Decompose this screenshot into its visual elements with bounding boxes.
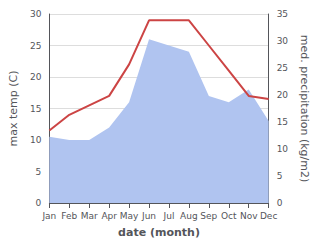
svg-text:25: 25 <box>30 41 41 51</box>
svg-text:20: 20 <box>277 90 289 100</box>
svg-text:Aug: Aug <box>180 211 198 221</box>
svg-text:5: 5 <box>36 167 42 177</box>
svg-text:30: 30 <box>30 9 42 19</box>
svg-text:Feb: Feb <box>61 211 77 221</box>
svg-text:Apr: Apr <box>101 211 117 221</box>
svg-text:Dec: Dec <box>260 211 277 221</box>
svg-text:30: 30 <box>277 36 289 46</box>
svg-text:med. precipitation (kg/m2): med. precipitation (kg/m2) <box>298 35 311 183</box>
svg-text:5: 5 <box>277 171 283 181</box>
svg-text:Jun: Jun <box>141 211 156 221</box>
svg-text:May: May <box>120 211 139 221</box>
svg-text:15: 15 <box>30 104 41 114</box>
svg-text:max temp (C): max temp (C) <box>7 70 20 146</box>
svg-text:0: 0 <box>36 198 42 208</box>
svg-text:Jan: Jan <box>41 211 56 221</box>
svg-text:35: 35 <box>277 9 288 19</box>
svg-text:Mar: Mar <box>81 211 98 221</box>
svg-text:10: 10 <box>277 144 289 154</box>
svg-text:Jul: Jul <box>163 211 175 221</box>
svg-text:Oct: Oct <box>221 211 237 221</box>
svg-text:0: 0 <box>277 198 283 208</box>
svg-text:15: 15 <box>277 117 288 127</box>
svg-text:Nov: Nov <box>240 211 258 221</box>
svg-text:Sep: Sep <box>200 211 217 221</box>
svg-text:10: 10 <box>30 135 42 145</box>
svg-text:20: 20 <box>30 72 42 82</box>
svg-text:25: 25 <box>277 63 288 73</box>
svg-text:date (month): date (month) <box>118 226 200 239</box>
